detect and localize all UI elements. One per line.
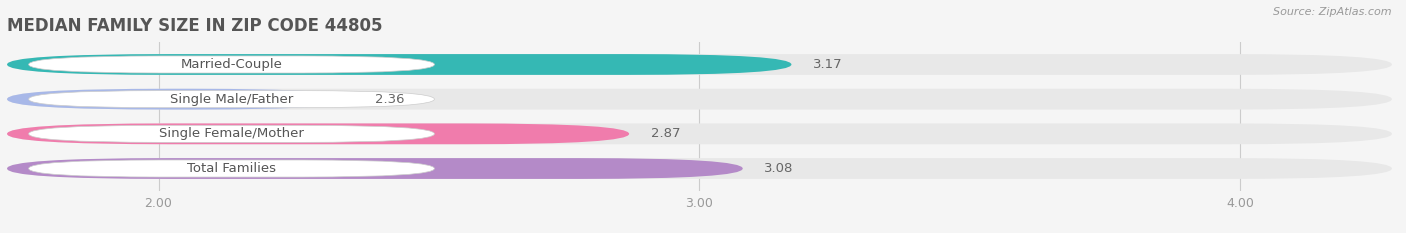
Text: Total Families: Total Families — [187, 162, 276, 175]
Text: 2.87: 2.87 — [651, 127, 681, 140]
FancyBboxPatch shape — [28, 56, 434, 73]
FancyBboxPatch shape — [7, 54, 792, 75]
FancyBboxPatch shape — [28, 125, 434, 142]
FancyBboxPatch shape — [28, 91, 434, 108]
FancyBboxPatch shape — [7, 158, 1392, 179]
FancyBboxPatch shape — [7, 123, 1392, 144]
Text: 3.17: 3.17 — [813, 58, 842, 71]
Text: Source: ZipAtlas.com: Source: ZipAtlas.com — [1274, 7, 1392, 17]
FancyBboxPatch shape — [7, 54, 1392, 75]
Text: Single Female/Mother: Single Female/Mother — [159, 127, 304, 140]
Text: 3.08: 3.08 — [765, 162, 794, 175]
FancyBboxPatch shape — [7, 89, 1392, 110]
FancyBboxPatch shape — [28, 160, 434, 177]
FancyBboxPatch shape — [7, 89, 353, 110]
Text: Single Male/Father: Single Male/Father — [170, 93, 294, 106]
Text: 2.36: 2.36 — [375, 93, 405, 106]
Text: MEDIAN FAMILY SIZE IN ZIP CODE 44805: MEDIAN FAMILY SIZE IN ZIP CODE 44805 — [7, 17, 382, 35]
Text: Married-Couple: Married-Couple — [180, 58, 283, 71]
FancyBboxPatch shape — [7, 158, 742, 179]
FancyBboxPatch shape — [7, 123, 628, 144]
